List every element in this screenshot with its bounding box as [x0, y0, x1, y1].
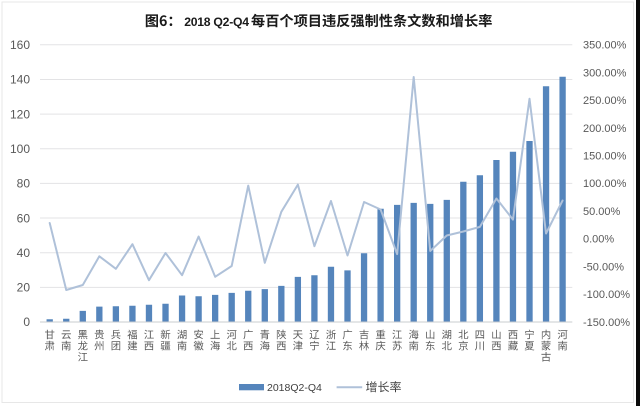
svg-text:350.00%: 350.00% — [583, 40, 627, 52]
svg-text:0.00%: 0.00% — [583, 234, 614, 246]
svg-text:0: 0 — [23, 315, 30, 329]
svg-text:100.00%: 100.00% — [583, 178, 627, 190]
svg-text:250.00%: 250.00% — [583, 95, 627, 107]
svg-text:100: 100 — [10, 142, 30, 156]
svg-text:300.00%: 300.00% — [583, 67, 627, 79]
svg-text:160: 160 — [10, 38, 30, 52]
svg-text:50.00%: 50.00% — [583, 206, 621, 218]
svg-text:40: 40 — [17, 246, 31, 260]
svg-text:200.00%: 200.00% — [583, 123, 627, 135]
svg-text:2018Q2-Q4: 2018Q2-Q4 — [267, 382, 322, 394]
svg-text:60: 60 — [17, 211, 31, 225]
svg-text:-100.00%: -100.00% — [583, 289, 630, 301]
svg-text:20: 20 — [17, 281, 31, 295]
svg-text:140: 140 — [10, 73, 30, 87]
svg-text:2018 Q2-Q4: 2018 Q2-Q4 — [184, 15, 249, 29]
svg-text:150.00%: 150.00% — [583, 150, 627, 162]
svg-text:-50.00%: -50.00% — [583, 261, 624, 273]
svg-text:80: 80 — [17, 177, 31, 191]
svg-text:120: 120 — [10, 107, 30, 121]
svg-text:-150.00%: -150.00% — [583, 317, 630, 329]
